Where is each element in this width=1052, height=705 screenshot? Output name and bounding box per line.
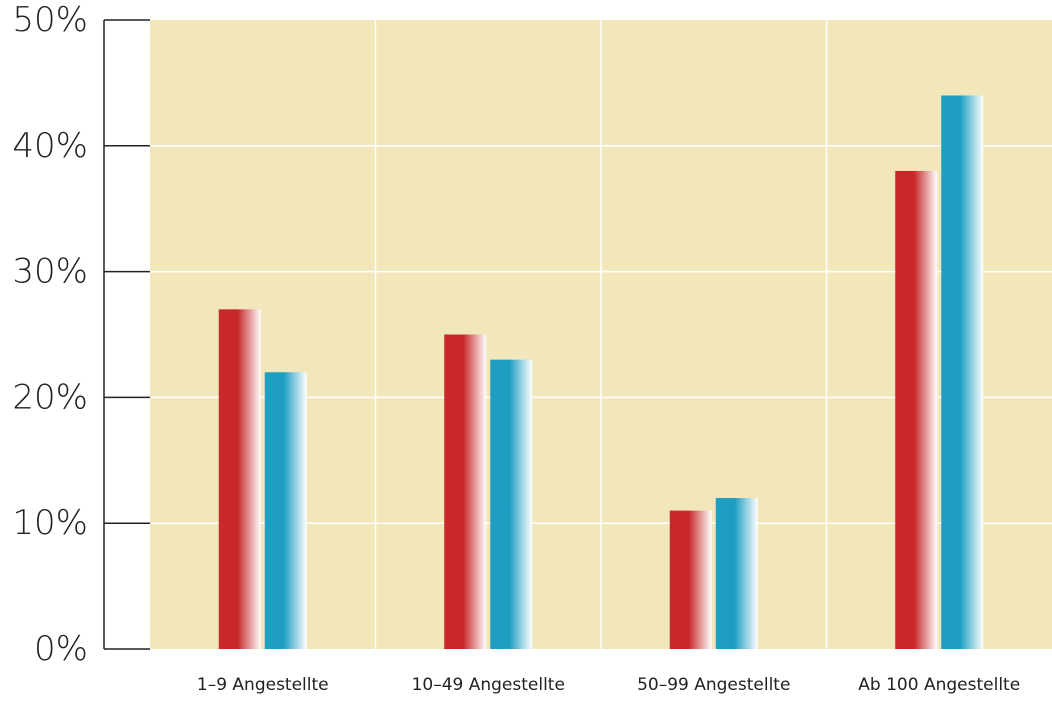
bar-series-2-4 (941, 95, 984, 650)
x-tick-label: 50–99 Angestellte (637, 675, 790, 695)
y-tick-label: 20% (12, 377, 88, 417)
x-axis-labels: 1–9 Angestellte 10–49 Angestellte 50–99 An… (197, 675, 1020, 695)
x-tick-label: Ab 100 Angestellte (858, 675, 1020, 695)
bar-series-2-1 (264, 372, 307, 649)
x-tick-label: 1–9 Angestellte (197, 675, 329, 695)
y-tick-label: 30% (12, 252, 88, 292)
bar-series-2-2 (490, 359, 533, 649)
x-tick-label: 10–49 Angestellte (412, 675, 565, 695)
bar-series-2-3 (715, 498, 758, 649)
bar-series-1-1 (218, 309, 261, 649)
bar-series-1-3 (669, 510, 712, 649)
y-tick-label: 40% (12, 126, 88, 166)
bar-series-1-4 (895, 170, 938, 649)
y-tick-label: 50% (12, 0, 88, 40)
y-axis: 0% 10% 20% 30% 40% 50% (12, 0, 150, 669)
y-tick-label: 0% (34, 629, 88, 669)
y-tick-label: 10% (12, 503, 88, 543)
bars (218, 95, 984, 650)
bar-series-1-2 (444, 334, 487, 649)
